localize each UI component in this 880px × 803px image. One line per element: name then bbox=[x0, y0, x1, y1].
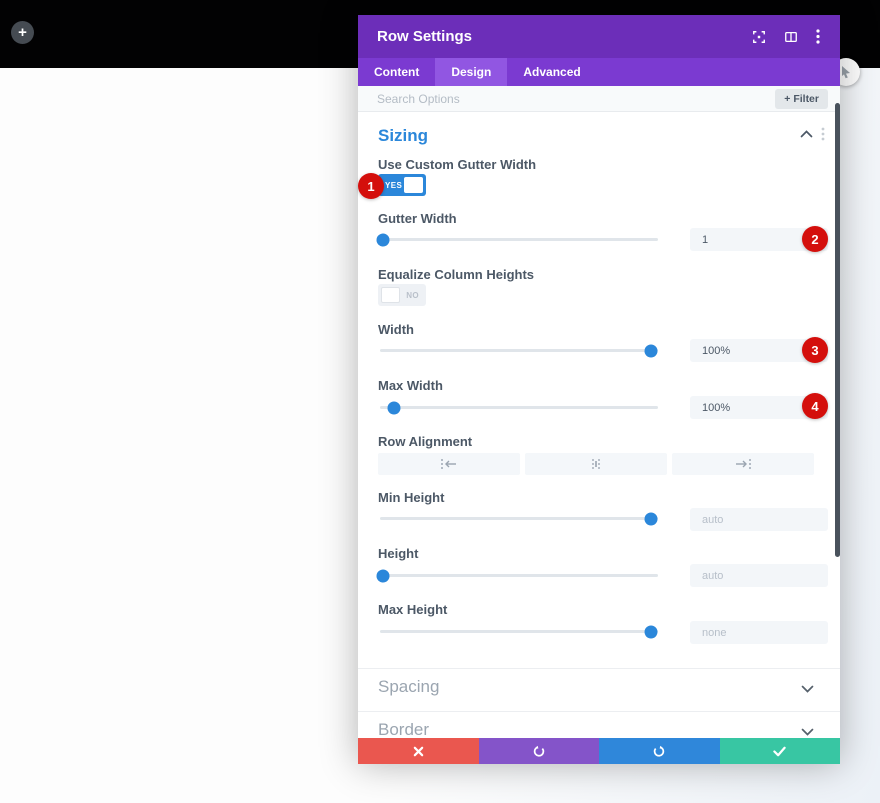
gutter-width-input[interactable] bbox=[690, 228, 828, 251]
redo-button[interactable] bbox=[599, 738, 720, 764]
row-align-center-button[interactable] bbox=[525, 453, 667, 475]
align-center-icon bbox=[592, 459, 600, 469]
close-icon bbox=[413, 746, 424, 756]
expand-icon bbox=[753, 30, 765, 43]
max-width-input[interactable] bbox=[690, 396, 828, 419]
split-view-icon bbox=[785, 31, 797, 42]
row-settings-modal: Row Settings bbox=[358, 15, 840, 764]
sizing-menu-button[interactable] bbox=[819, 125, 827, 143]
max-height-slider[interactable] bbox=[380, 625, 658, 638]
height-slider[interactable] bbox=[376, 569, 658, 582]
gutter-width-slider[interactable] bbox=[376, 233, 658, 246]
height-label: Height bbox=[378, 546, 419, 561]
spacing-section-title: Spacing bbox=[378, 677, 440, 696]
spacing-expand-button[interactable] bbox=[799, 683, 816, 695]
settings-body bbox=[358, 112, 840, 738]
equalize-column-heights-label: Equalize Column Heights bbox=[378, 267, 535, 282]
chevron-down-icon bbox=[801, 685, 814, 693]
max-height-slider-thumb[interactable] bbox=[644, 625, 658, 638]
row-align-left-button[interactable] bbox=[378, 453, 520, 475]
gutter-width-label: Gutter Width bbox=[378, 211, 457, 226]
chevron-down-icon bbox=[801, 728, 814, 736]
search-options-input[interactable] bbox=[377, 91, 776, 106]
modal-footer bbox=[358, 738, 840, 764]
discard-button[interactable] bbox=[358, 738, 479, 764]
width-slider-thumb[interactable] bbox=[644, 344, 658, 357]
expand-preview-button[interactable] bbox=[750, 28, 768, 46]
section-divider bbox=[358, 668, 840, 669]
align-left-icon bbox=[441, 459, 456, 469]
row-align-right-button[interactable] bbox=[672, 453, 814, 475]
chevron-up-icon bbox=[800, 130, 813, 138]
cursor-icon bbox=[842, 66, 850, 79]
modal-menu-button[interactable] bbox=[814, 27, 822, 46]
tab-design[interactable]: Design bbox=[435, 58, 508, 86]
min-height-input[interactable] bbox=[690, 508, 828, 531]
filter-button[interactable]: + Filter bbox=[775, 88, 828, 109]
toggle-knob bbox=[381, 287, 400, 303]
kebab-menu-icon bbox=[821, 127, 825, 141]
border-expand-button[interactable] bbox=[799, 726, 816, 738]
step-badge-1: 1 bbox=[358, 173, 384, 199]
modal-header: Row Settings bbox=[358, 15, 840, 58]
sizing-collapse-button[interactable] bbox=[798, 128, 815, 140]
step-badge-2: 2 bbox=[802, 226, 828, 252]
search-options-bar: + Filter bbox=[358, 86, 840, 112]
max-height-label: Max Height bbox=[378, 602, 448, 617]
equalize-column-heights-toggle[interactable]: NO bbox=[378, 284, 426, 306]
min-height-slider-thumb[interactable] bbox=[644, 512, 658, 525]
max-width-slider-thumb[interactable] bbox=[387, 401, 401, 414]
border-section-title: Border bbox=[378, 720, 430, 739]
split-view-button[interactable] bbox=[782, 28, 800, 46]
modal-tab-bar: Content Design Advanced bbox=[358, 58, 840, 86]
use-custom-gutter-width-toggle[interactable]: YES bbox=[378, 174, 426, 196]
tab-content[interactable]: Content bbox=[358, 58, 435, 86]
step-badge-3: 3 bbox=[802, 337, 828, 363]
toggle-on-text: YES bbox=[385, 181, 403, 190]
toggle-knob bbox=[404, 177, 423, 193]
modal-title: Row Settings bbox=[377, 28, 473, 45]
height-slider-thumb[interactable] bbox=[376, 569, 390, 582]
check-icon bbox=[773, 746, 786, 756]
height-input[interactable] bbox=[690, 564, 828, 587]
width-input[interactable] bbox=[690, 339, 828, 362]
tab-advanced[interactable]: Advanced bbox=[507, 58, 596, 86]
width-label: Width bbox=[378, 322, 414, 337]
sizing-section-title: Sizing bbox=[378, 126, 429, 145]
kebab-menu-icon bbox=[816, 29, 820, 44]
add-section-button[interactable]: + bbox=[11, 21, 34, 44]
min-height-label: Min Height bbox=[378, 490, 445, 505]
row-alignment-label: Row Alignment bbox=[378, 434, 473, 449]
undo-icon bbox=[533, 745, 545, 757]
save-button[interactable] bbox=[719, 738, 840, 764]
width-slider[interactable] bbox=[380, 344, 658, 357]
undo-button[interactable] bbox=[478, 738, 599, 764]
section-divider bbox=[358, 711, 840, 712]
row-alignment-group bbox=[378, 453, 814, 475]
max-width-slider[interactable] bbox=[380, 401, 658, 414]
max-height-input[interactable] bbox=[690, 621, 828, 644]
min-height-slider[interactable] bbox=[380, 512, 658, 525]
use-custom-gutter-width-label: Use Custom Gutter Width bbox=[378, 157, 537, 172]
redo-icon bbox=[653, 745, 665, 757]
step-badge-4: 4 bbox=[802, 393, 828, 419]
toggle-off-text: NO bbox=[406, 291, 419, 300]
gutter-width-slider-thumb[interactable] bbox=[376, 233, 390, 246]
align-right-icon bbox=[736, 459, 751, 469]
max-width-label: Max Width bbox=[378, 378, 443, 393]
modal-scrollbar[interactable] bbox=[835, 103, 840, 557]
